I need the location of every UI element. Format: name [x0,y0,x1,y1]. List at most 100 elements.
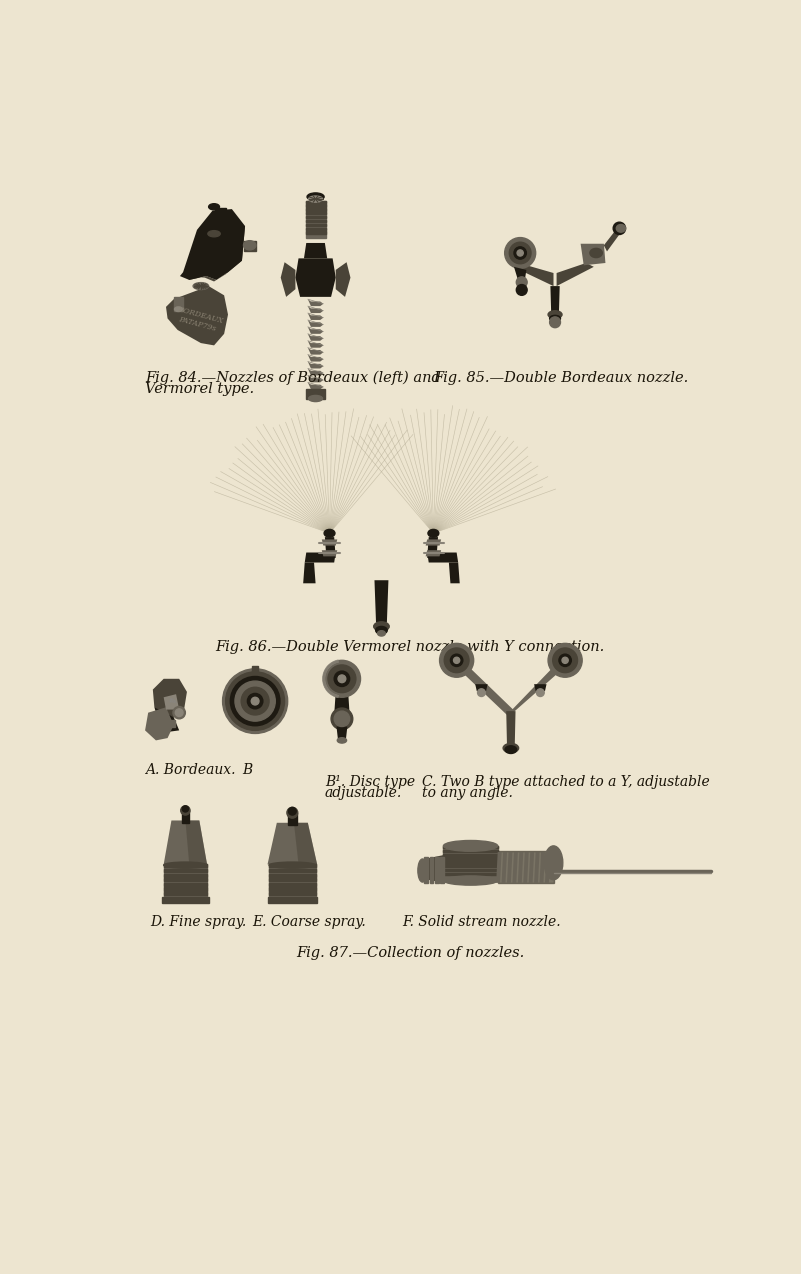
Ellipse shape [616,224,626,232]
Bar [429,856,433,883]
Bar [269,864,316,868]
Polygon shape [336,726,348,740]
Ellipse shape [269,862,316,868]
Polygon shape [308,348,324,354]
Circle shape [173,707,185,719]
Text: B¹. Disc type: B¹. Disc type [325,775,415,789]
Polygon shape [308,299,324,306]
Circle shape [445,648,469,673]
Circle shape [553,648,578,673]
Bar [444,854,497,856]
Bar [269,888,316,891]
Circle shape [548,643,582,678]
Polygon shape [322,539,337,545]
Bar [163,883,207,885]
Circle shape [252,697,259,705]
Polygon shape [308,306,324,313]
Polygon shape [514,266,526,285]
Polygon shape [308,334,324,340]
Polygon shape [268,823,317,864]
Bar [444,865,497,868]
Polygon shape [334,692,350,715]
Bar [269,874,316,877]
Ellipse shape [544,846,563,880]
Circle shape [287,808,298,818]
Text: F. Solid stream nozzle.: F. Solid stream nozzle. [402,915,561,929]
Polygon shape [304,553,336,563]
Bar [444,857,497,860]
Polygon shape [145,707,174,740]
Circle shape [453,657,460,664]
Circle shape [614,222,626,234]
Bar [305,200,326,237]
Text: Fig. 86.—Double Vermorel nozzle with Y connection.: Fig. 86.—Double Vermorel nozzle with Y c… [215,641,605,655]
Ellipse shape [337,738,347,743]
Circle shape [450,654,463,666]
Polygon shape [540,852,545,883]
Ellipse shape [308,395,323,401]
Bar [305,228,326,229]
Ellipse shape [548,311,562,318]
Polygon shape [545,852,550,883]
Text: adjustable.: adjustable. [325,786,402,800]
Circle shape [175,708,183,716]
Bar [444,846,497,880]
Ellipse shape [374,622,389,631]
Bar [163,888,207,891]
Polygon shape [280,262,296,297]
Ellipse shape [163,862,207,868]
Circle shape [181,806,190,815]
Polygon shape [501,852,507,883]
Bar [163,878,207,882]
Text: D. Fine spray.: D. Fine spray. [151,915,247,929]
Polygon shape [425,550,441,557]
Polygon shape [534,684,546,691]
Text: to any angle.: to any angle. [422,786,513,800]
Bar [163,864,207,868]
Ellipse shape [244,241,256,250]
Text: Fig. 84.—Nozzles of Bordeaux (left) and: Fig. 84.—Nozzles of Bordeaux (left) and [145,371,441,385]
Polygon shape [517,265,553,287]
Ellipse shape [175,307,183,312]
Polygon shape [449,563,460,583]
Ellipse shape [418,859,427,882]
Circle shape [505,237,536,269]
Polygon shape [308,362,324,368]
Polygon shape [180,209,245,280]
Bar [305,217,326,218]
Circle shape [537,689,544,697]
Polygon shape [155,707,179,733]
Circle shape [477,689,485,697]
Polygon shape [453,659,515,715]
Ellipse shape [549,316,561,321]
Circle shape [248,693,263,708]
Polygon shape [153,679,187,717]
Polygon shape [296,259,336,297]
Circle shape [334,711,350,726]
Text: Vermorel type.: Vermorel type. [145,382,254,396]
Polygon shape [529,852,534,883]
Circle shape [288,808,296,815]
Polygon shape [308,354,324,362]
Polygon shape [604,228,619,251]
Ellipse shape [428,530,439,538]
Bar [305,204,326,206]
Circle shape [328,665,356,693]
Bar [306,390,325,399]
Polygon shape [496,852,501,883]
Ellipse shape [193,283,208,289]
Ellipse shape [307,192,324,200]
Ellipse shape [444,841,497,851]
Circle shape [324,660,360,697]
Bar [305,213,326,214]
Circle shape [509,242,531,264]
Bar [215,209,226,236]
Bar [444,869,497,871]
Polygon shape [507,659,569,715]
Ellipse shape [308,196,323,203]
Ellipse shape [207,231,220,237]
Text: Fig. 85.—Double Bordeaux nozzle.: Fig. 85.—Double Bordeaux nozzle. [433,371,689,385]
Polygon shape [425,539,441,545]
Bar [163,864,207,897]
Polygon shape [581,243,606,265]
